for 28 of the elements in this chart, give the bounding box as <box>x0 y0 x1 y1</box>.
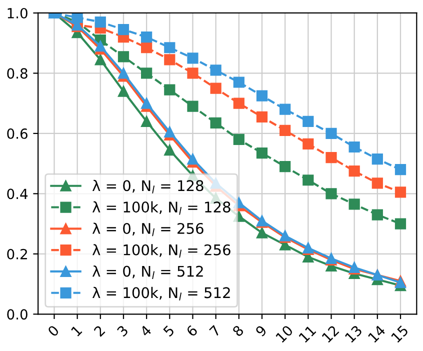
x-tick-label: 13 <box>344 324 363 343</box>
x-tick-label: 7 <box>209 325 221 337</box>
x-tick-label: 12 <box>321 325 340 343</box>
legend-label: λ = 100k, N$_{l}$ = 128 <box>92 201 230 215</box>
x-tick-label: 3 <box>116 324 129 337</box>
legend-label: λ = 100k, N$_{l}$ = 512 <box>92 286 230 300</box>
x-tick-label: 15 <box>390 325 409 343</box>
legend-label: λ = 0, N$_{l}$ = 256 <box>92 222 204 236</box>
y-tick-label: 0.4 <box>7 188 28 200</box>
x-tick-label: 4 <box>139 324 152 338</box>
x-tick-label: 14 <box>368 324 386 343</box>
legend-label: λ = 0, N$_{l}$ = 512 <box>92 266 203 279</box>
y-tick-label: 1.0 <box>8 8 28 18</box>
x-tick-label: 10 <box>275 324 294 343</box>
x-tick-label: 9 <box>254 324 268 338</box>
x-tick-label: 11 <box>298 325 316 343</box>
x-tick-label: 0 <box>47 324 60 338</box>
x-tick-label: 6 <box>186 324 198 338</box>
x-tick-label: 5 <box>162 325 175 337</box>
x-tick-label: 1 <box>70 325 82 336</box>
x-tick-label: 2 <box>93 325 106 337</box>
legend-label: λ = 0, N$_{l}$ = 128 <box>92 180 204 194</box>
x-tick-label: 8 <box>232 324 244 338</box>
y-tick-label: 0.6 <box>7 128 28 139</box>
y-tick-label: 0.8 <box>7 68 28 79</box>
y-tick-label: 0.2 <box>7 248 27 260</box>
legend-label: λ = 100k, N$_{l}$ = 256 <box>92 244 230 258</box>
y-tick-label: 0.0 <box>7 309 28 320</box>
